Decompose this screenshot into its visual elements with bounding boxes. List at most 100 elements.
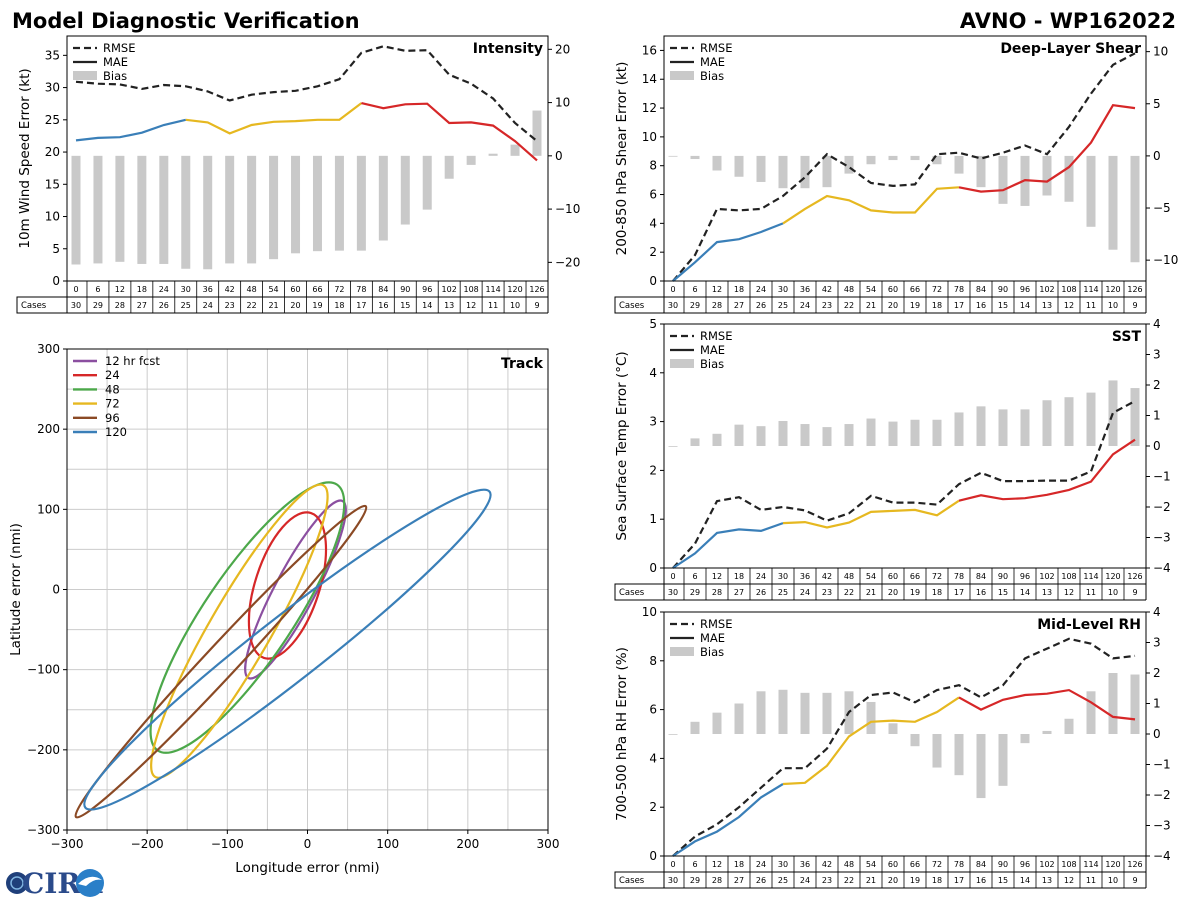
rmse-line bbox=[672, 637, 1136, 857]
table-case-count: 21 bbox=[866, 588, 876, 597]
mae-line-segment bbox=[958, 438, 1136, 502]
table-hour: 0 bbox=[73, 285, 78, 294]
bias-bar bbox=[866, 418, 876, 446]
table-case-count: 15 bbox=[400, 301, 410, 310]
bias-bar bbox=[910, 734, 920, 747]
plot-frame bbox=[66, 35, 549, 282]
noaa-logo-icon bbox=[76, 869, 104, 897]
bias-bar bbox=[998, 155, 1008, 204]
table-case-count: 20 bbox=[290, 301, 300, 310]
bias-bar bbox=[932, 419, 942, 446]
table-hour: 6 bbox=[692, 860, 697, 869]
y2-tick-label: 4 bbox=[1153, 317, 1161, 331]
legend-rmse-label: RMSE bbox=[700, 617, 732, 631]
table-case-count: 27 bbox=[137, 301, 147, 310]
table-case-count: 9 bbox=[1132, 876, 1137, 885]
legend-rmse-label: RMSE bbox=[700, 41, 732, 55]
table-hour: 120 bbox=[1105, 860, 1120, 869]
mae-line-segment bbox=[361, 102, 538, 162]
table-hour: 54 bbox=[866, 572, 876, 581]
table-hour: 36 bbox=[800, 285, 810, 294]
y-tick-label: 5 bbox=[52, 242, 60, 256]
bias-bar bbox=[734, 424, 744, 446]
table-hour: 54 bbox=[866, 285, 876, 294]
table-case-count: 9 bbox=[1132, 301, 1137, 310]
bias-bar bbox=[269, 155, 279, 260]
bias-bar bbox=[532, 110, 542, 156]
y-tick-label: 35 bbox=[45, 48, 60, 62]
y-tick-label: 4 bbox=[649, 751, 657, 765]
table-case-count: 20 bbox=[888, 876, 898, 885]
y-tick-label: 4 bbox=[649, 216, 657, 230]
table-hour: 12 bbox=[712, 285, 722, 294]
table-case-count: 20 bbox=[888, 588, 898, 597]
legend-mae-label: MAE bbox=[700, 631, 725, 645]
table-hour: 102 bbox=[1039, 285, 1054, 294]
table-hour: 102 bbox=[1039, 572, 1054, 581]
y-tick-label: −100 bbox=[27, 663, 60, 677]
y2-tick-label: −4 bbox=[1153, 561, 1171, 575]
bias-bar bbox=[422, 155, 432, 210]
table-case-count: 26 bbox=[756, 301, 766, 310]
bias-bar bbox=[866, 155, 876, 165]
table-case-count: 13 bbox=[1042, 876, 1052, 885]
bias-bar bbox=[932, 155, 942, 165]
bias-bar bbox=[1108, 155, 1118, 250]
y-tick-label: 0 bbox=[649, 849, 657, 863]
bias-bar bbox=[291, 155, 301, 254]
table-label-cell bbox=[16, 296, 68, 314]
bias-bar bbox=[115, 155, 125, 262]
table-hour: 114 bbox=[1083, 285, 1098, 294]
table-hour: 78 bbox=[954, 860, 964, 869]
table-case-count: 12 bbox=[1064, 301, 1074, 310]
legend-bias-swatch bbox=[73, 71, 97, 80]
table-case-count: 15 bbox=[998, 588, 1008, 597]
table-case-count: 13 bbox=[444, 301, 454, 310]
bias-bar bbox=[159, 155, 169, 264]
table-case-count: 30 bbox=[668, 588, 678, 597]
bias-bar bbox=[778, 420, 788, 446]
legend-track-label: 12 hr fcst bbox=[105, 354, 160, 368]
table-case-count: 18 bbox=[334, 301, 344, 310]
y2-tick-label: 3 bbox=[1153, 348, 1161, 362]
y-tick-label: 20 bbox=[45, 145, 60, 159]
table-hour: 60 bbox=[290, 285, 300, 294]
bias-bar bbox=[334, 155, 344, 251]
table-hour: 24 bbox=[159, 285, 169, 294]
y-tick-label: −300 bbox=[27, 823, 60, 837]
table-case-count: 25 bbox=[778, 301, 788, 310]
bias-bar bbox=[734, 155, 744, 177]
y-tick-label: 0 bbox=[649, 274, 657, 288]
table-hour: 90 bbox=[998, 285, 1008, 294]
y-tick-label: 8 bbox=[649, 159, 657, 173]
mae-line-segment bbox=[958, 688, 1136, 721]
y-axis-label: 10m Wind Speed Error (kt) bbox=[17, 68, 33, 248]
legend-bias-swatch bbox=[670, 647, 694, 656]
table-hour: 54 bbox=[866, 860, 876, 869]
table-case-count: 16 bbox=[378, 301, 388, 310]
y2-tick-label: −4 bbox=[1153, 849, 1171, 863]
mae-line-segment bbox=[672, 222, 784, 282]
y-tick-label: 2 bbox=[649, 800, 657, 814]
table-hour: 90 bbox=[998, 572, 1008, 581]
y-tick-label: 14 bbox=[642, 72, 657, 86]
table-case-count: 23 bbox=[822, 876, 832, 885]
table-case-count: 28 bbox=[712, 876, 722, 885]
bias-bar bbox=[844, 424, 854, 446]
table-hour: 78 bbox=[954, 572, 964, 581]
bias-bar bbox=[1130, 155, 1140, 263]
table-hour: 36 bbox=[800, 860, 810, 869]
table-label-cell bbox=[614, 296, 665, 314]
bias-bar bbox=[1020, 734, 1030, 744]
table-hour: 78 bbox=[954, 285, 964, 294]
table-hour: 78 bbox=[356, 285, 366, 294]
table-hour: 90 bbox=[400, 285, 410, 294]
table-case-count: 22 bbox=[247, 301, 257, 310]
table-hour: 0 bbox=[670, 285, 675, 294]
bias-bar bbox=[1042, 155, 1052, 196]
table-case-count: 17 bbox=[356, 301, 366, 310]
table-hour: 60 bbox=[888, 285, 898, 294]
table-hour: 42 bbox=[225, 285, 235, 294]
table-case-count: 10 bbox=[1108, 876, 1118, 885]
